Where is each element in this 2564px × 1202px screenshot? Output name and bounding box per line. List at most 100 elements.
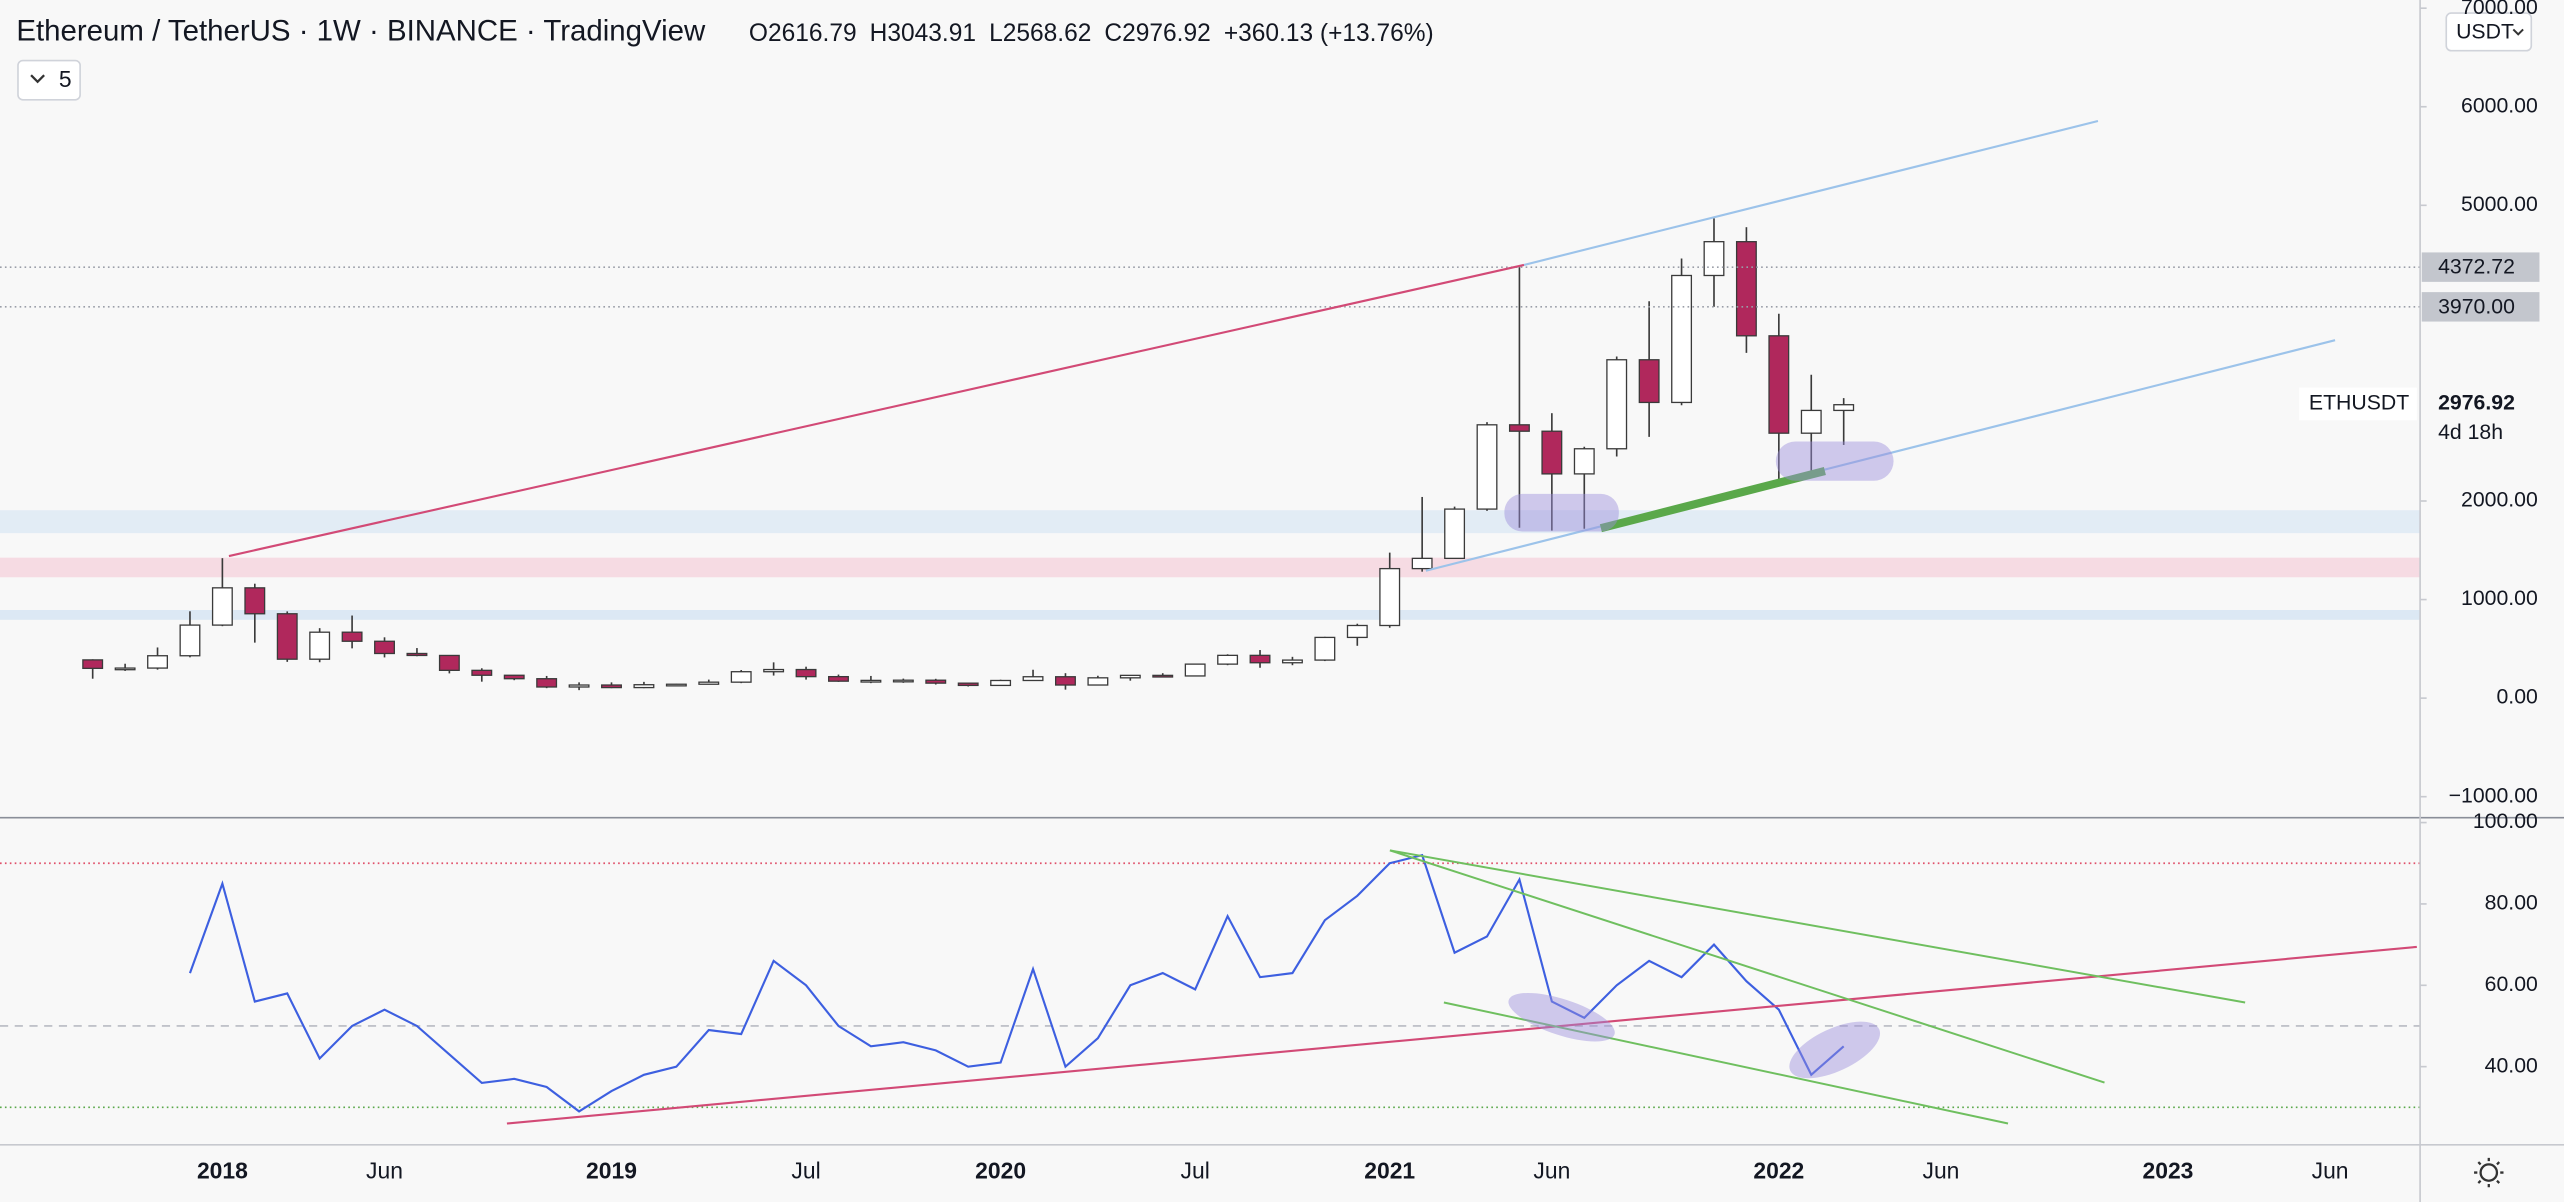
candle-body [406, 652, 428, 657]
candle-body [957, 682, 979, 687]
y-tick-label: 100.00 [2473, 809, 2538, 833]
x-tick-label: Jun [2312, 1158, 2349, 1184]
trend-line [1389, 849, 2246, 1004]
x-tick-label: Jun [1923, 1158, 1960, 1184]
indicator-count: 5 [59, 66, 72, 92]
candle-body [1022, 676, 1044, 682]
x-tick-label: 2022 [1753, 1158, 1804, 1184]
candle-body [1346, 624, 1368, 639]
candle-body [860, 679, 882, 683]
highlight [1775, 441, 1894, 481]
candle-body [341, 631, 363, 642]
ohlc-legend: O2616.79 H3043.91 L2568.62 C2976.92 +360.13 … [749, 20, 1434, 47]
y-tick-label: 0.00 [2496, 685, 2537, 709]
candle-body [244, 587, 266, 615]
y-tick-label: 2000.00 [2461, 488, 2538, 512]
candle-body [633, 684, 655, 689]
symbol-title: Ethereum / TetherUS · 1W · BINANCE · Tra… [16, 14, 706, 47]
symbol-tag [2299, 387, 2417, 421]
candle-body [763, 668, 785, 673]
rsi-line [188, 853, 1845, 1113]
x-tick-label: 2019 [586, 1158, 637, 1184]
ohlc-value: +360.13 (+13.76%) [1224, 20, 1434, 47]
candle-body [438, 654, 460, 671]
candle-body [1703, 241, 1725, 277]
rsi-pane [0, 853, 2421, 1113]
candle-body [698, 681, 720, 685]
candle-body [1800, 409, 1822, 434]
ohlc-value: L2568.62 [989, 20, 1091, 47]
candle-body [147, 655, 169, 669]
candle-body [1638, 359, 1660, 404]
candle-body [276, 613, 298, 660]
candle-body [211, 587, 233, 626]
resistance-zone [0, 557, 2421, 578]
chevron-icon [2512, 28, 2524, 36]
candle-body [1379, 567, 1401, 627]
last-symbol: ETHUSDT [2309, 391, 2409, 415]
support-zone [0, 609, 2421, 620]
candle-body [114, 667, 136, 671]
candle-body [1411, 557, 1433, 570]
candle-body [730, 671, 752, 683]
price-level-tag [2421, 292, 2540, 322]
currency-select[interactable] [2445, 12, 2533, 52]
y-tick-label: 6000.00 [2461, 93, 2538, 117]
support-line [1599, 467, 1826, 533]
y-tick-label: 80.00 [2485, 891, 2538, 915]
ohlc-value: C2976.92 [1104, 20, 1210, 47]
x-tick-label: 2020 [975, 1158, 1026, 1184]
highlight [1508, 992, 1615, 1042]
candle-body [1768, 335, 1790, 434]
candle-body [1184, 663, 1206, 677]
candle-body [1833, 404, 1855, 412]
candle-body [990, 679, 1012, 687]
candle-body [1152, 674, 1174, 678]
price-level-label: 4372.72 [2438, 255, 2515, 279]
candle-body [1281, 659, 1303, 664]
candle-body [892, 679, 914, 683]
price-level-label: 3970.00 [2438, 294, 2515, 318]
channel-line [1425, 339, 2336, 572]
candle-body [828, 675, 849, 682]
candle-body [1476, 424, 1498, 510]
y-tick-label: 40.00 [2485, 1053, 2538, 1077]
candle-body [1508, 424, 1530, 432]
x-tick-label: Jul [791, 1158, 820, 1184]
candle-body [309, 631, 331, 660]
candle-body [1055, 676, 1076, 686]
candle-body [795, 668, 817, 678]
candle-body [374, 640, 395, 655]
candle-body [82, 659, 104, 670]
chevron-icon [30, 74, 45, 84]
candle-body [1087, 677, 1109, 686]
price-level-tag [2421, 252, 2540, 282]
candle-body [1444, 508, 1466, 560]
trend-line [1389, 849, 2105, 1084]
support-zone [0, 510, 2421, 534]
y-tick-label: 60.00 [2485, 972, 2538, 996]
last-price: 2976.92 [2438, 391, 2515, 415]
trend-line [228, 263, 1525, 558]
y-tick-label: 5000.00 [2461, 192, 2538, 216]
candle-body [1314, 636, 1336, 661]
candle-body [1119, 674, 1141, 679]
candle-body [1606, 359, 1628, 450]
indicator-toggle[interactable] [17, 59, 81, 101]
candle-body [1671, 274, 1693, 404]
y-tick-label: 1000.00 [2461, 586, 2538, 610]
candle-body [536, 678, 558, 688]
ohlc-value: H3043.91 [870, 20, 976, 47]
candle-body [925, 679, 947, 684]
settings-icon[interactable] [2474, 1157, 2504, 1188]
x-tick-label: Jun [1533, 1158, 1570, 1184]
candle-body [601, 684, 622, 689]
candle-body [665, 683, 687, 687]
candle-body [471, 669, 493, 676]
trend-line [1443, 1001, 2009, 1125]
channel-line [1523, 119, 2099, 266]
ohlc-value: O2616.79 [749, 20, 857, 47]
